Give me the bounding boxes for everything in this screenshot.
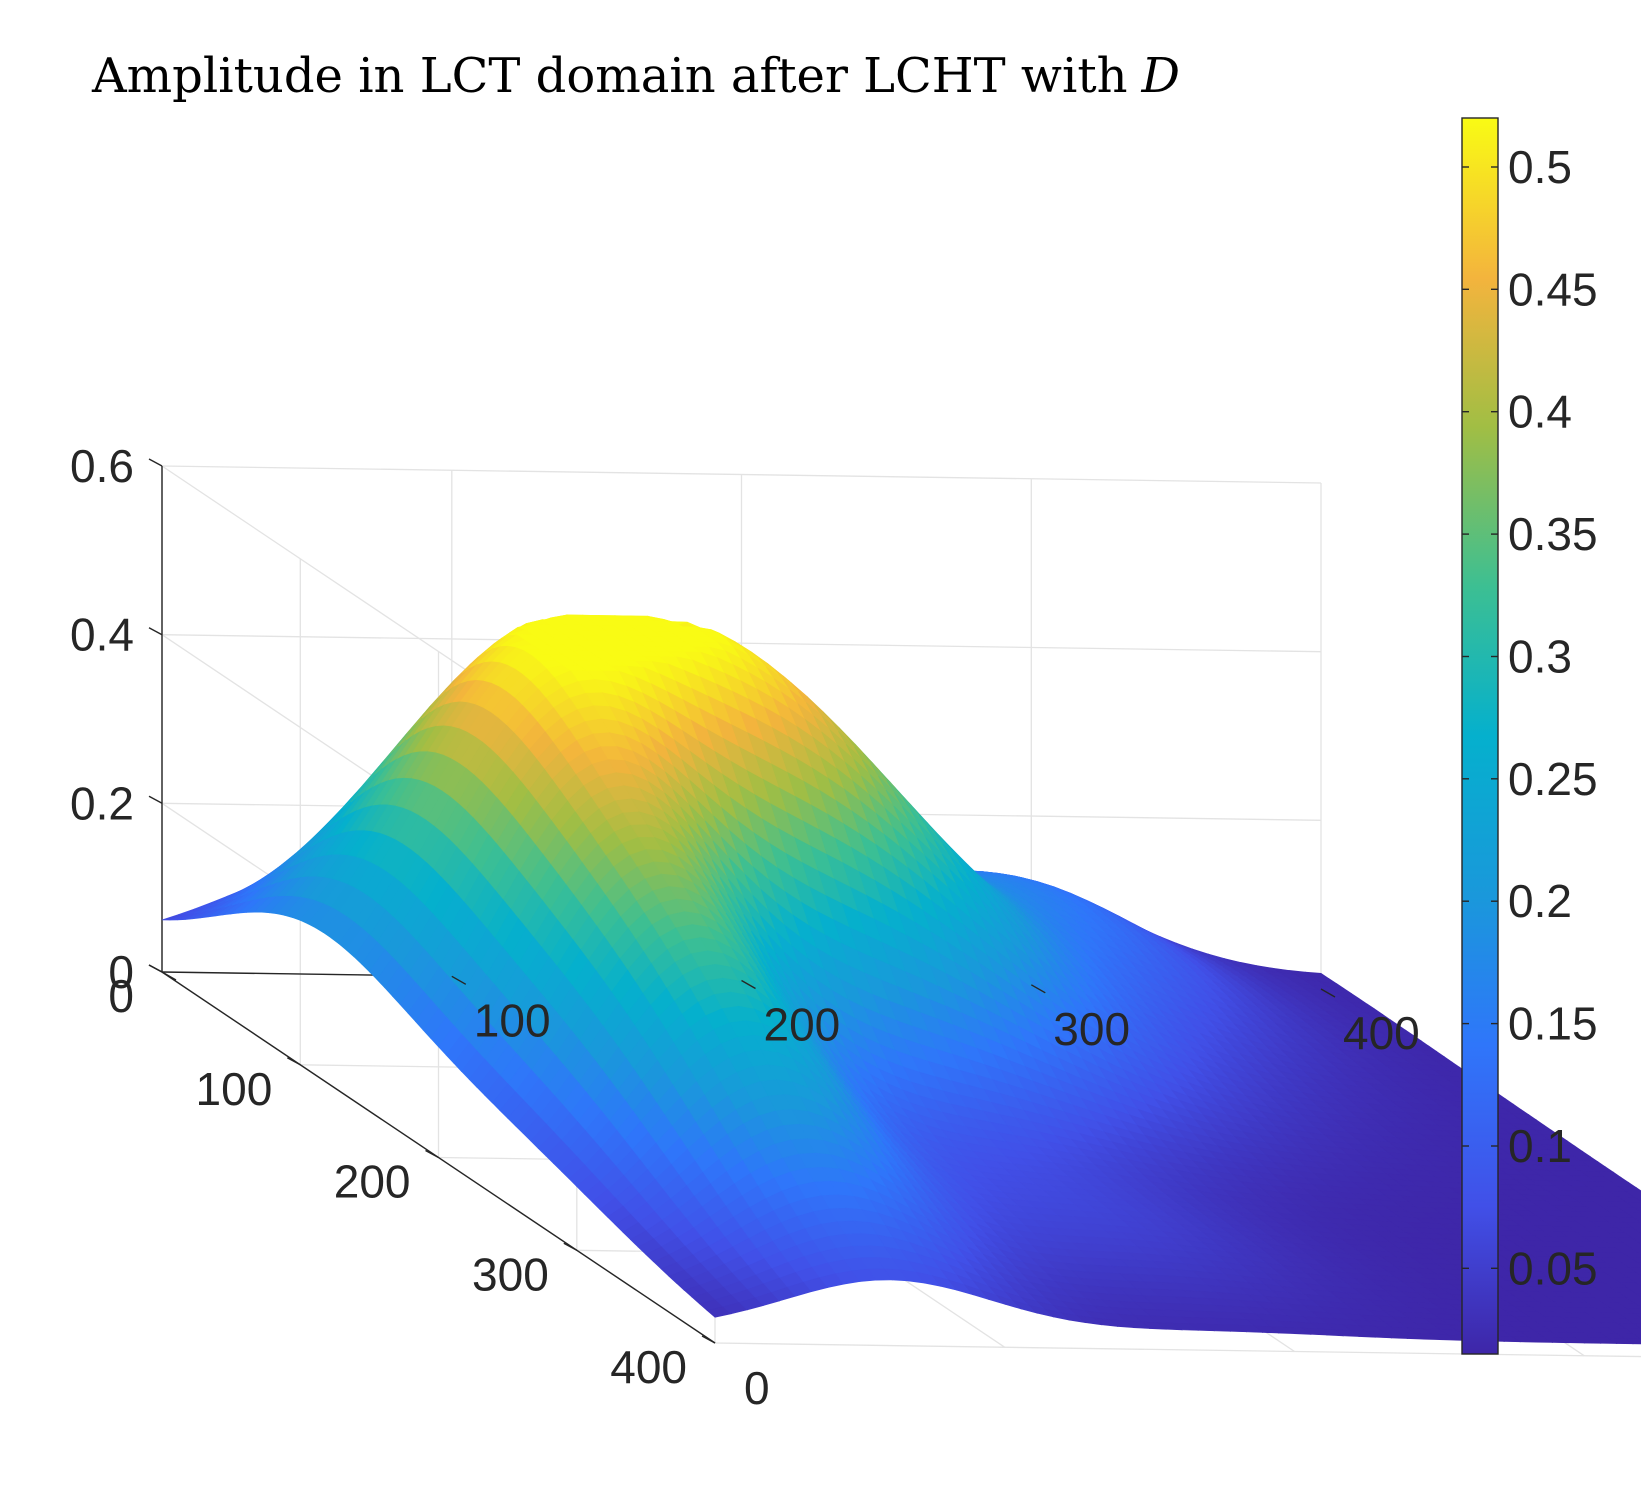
surface-plot: [161, 614, 1641, 1345]
chart-title: Amplitude in LCT domain after LCHT with D: [91, 48, 1180, 104]
chart-title-main: Amplitude in LCT domain after LCHT with: [91, 48, 1128, 104]
chart-title-symbol: D: [1141, 48, 1180, 104]
grid-floor-x-line: [714, 1342, 1641, 1358]
grid-wall-z-line: [161, 634, 1322, 653]
grid-wall-z-line: [161, 465, 1322, 484]
